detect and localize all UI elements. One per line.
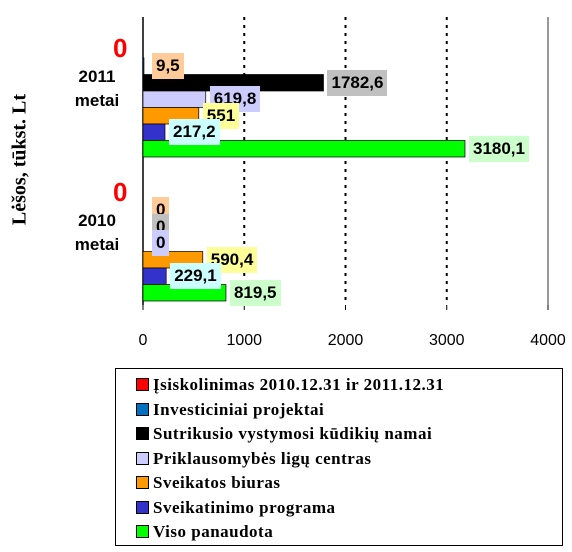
legend-swatch bbox=[136, 476, 149, 489]
legend-item: Sveikatos biuras bbox=[136, 471, 562, 496]
bar bbox=[142, 140, 466, 158]
x-tick-label: 1000 bbox=[226, 332, 262, 349]
data-label: 217,2 bbox=[168, 119, 220, 146]
x-tick-label: 2000 bbox=[328, 332, 364, 349]
legend-swatch bbox=[136, 378, 149, 391]
legend-label: Sveikatinimo programa bbox=[153, 497, 336, 517]
y-tick-label: 2010 metai bbox=[74, 211, 120, 254]
legend-item: Sutrikusio vystymosi kūdikių namai bbox=[136, 422, 562, 447]
legend-label: Investiciniai projektai bbox=[153, 399, 325, 419]
data-label: 0 bbox=[152, 230, 170, 257]
data-label: 819,5 bbox=[229, 279, 281, 306]
data-label: 590,4 bbox=[206, 246, 258, 273]
data-label: 0 bbox=[113, 32, 128, 63]
bar bbox=[142, 123, 166, 141]
legend-swatch bbox=[136, 427, 149, 440]
legend-swatch bbox=[136, 451, 149, 465]
data-label: 3180,1 bbox=[468, 135, 529, 162]
x-tick-label: 3000 bbox=[429, 332, 465, 349]
legend-item: Priklausomybės ligų centras bbox=[136, 447, 562, 472]
legend-item: Investiciniai projektai bbox=[136, 398, 562, 423]
legend-label: Sutrikusio vystymosi kūdikių namai bbox=[153, 424, 433, 443]
bar bbox=[142, 267, 167, 285]
data-label: 1782,6 bbox=[327, 69, 388, 96]
legend-swatch bbox=[136, 500, 149, 514]
legend-label: Priklausomybės ligų centras bbox=[153, 448, 372, 468]
legend-swatch bbox=[136, 525, 149, 538]
x-tick-label: 4000 bbox=[530, 332, 566, 349]
legend-label: Sveikatos biuras bbox=[153, 473, 281, 492]
y-axis-title: Lėšos, tūkst. Lt bbox=[8, 93, 31, 226]
legend-item: Sveikatinimo programa bbox=[136, 496, 562, 521]
bar bbox=[142, 57, 145, 75]
legend: Įsiskolinimas 2010.12.31 ir 2011.12.31 In… bbox=[115, 368, 563, 546]
legend-item: Įsiskolinimas 2010.12.31 ir 2011.12.31 bbox=[136, 373, 562, 398]
data-label: 229,1 bbox=[170, 263, 221, 290]
x-tick-label: 0 bbox=[139, 332, 148, 349]
legend-label: Viso panaudota bbox=[153, 522, 274, 541]
legend-item: Viso panaudota bbox=[136, 520, 562, 545]
data-label: 0 bbox=[113, 176, 128, 207]
y-tick-label: 2011 metai bbox=[74, 67, 120, 110]
legend-swatch bbox=[136, 402, 149, 416]
data-label: 9,5 bbox=[152, 53, 184, 80]
bar bbox=[142, 90, 207, 108]
legend-label: Įsiskolinimas 2010.12.31 ir 2011.12.31 bbox=[153, 375, 445, 394]
